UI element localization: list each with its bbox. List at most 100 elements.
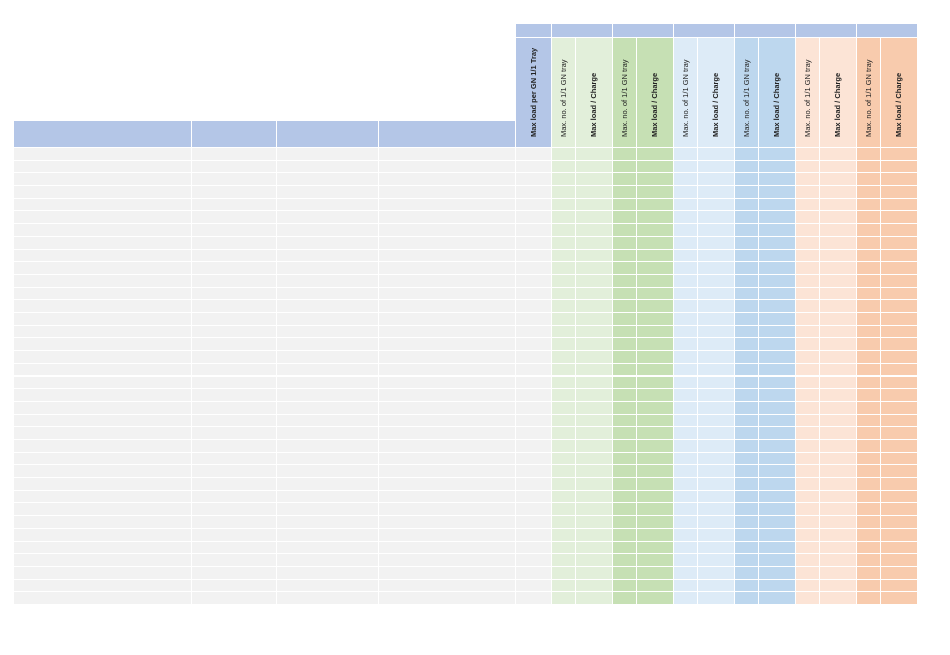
- table-cell[interactable]: [735, 160, 759, 174]
- table-cell[interactable]: [379, 427, 516, 440]
- table-cell[interactable]: [759, 224, 796, 237]
- table-cell[interactable]: [14, 236, 192, 250]
- table-cell[interactable]: [881, 363, 918, 377]
- table-cell[interactable]: [576, 490, 613, 504]
- table-cell[interactable]: [735, 249, 759, 263]
- table-cell[interactable]: [820, 198, 857, 212]
- table-cell[interactable]: [857, 274, 881, 288]
- table-cell[interactable]: [857, 389, 881, 402]
- table-cell[interactable]: [796, 414, 820, 428]
- table-cell[interactable]: [796, 376, 820, 390]
- table-cell[interactable]: [820, 516, 857, 529]
- table-cell[interactable]: [796, 478, 820, 491]
- table-cell[interactable]: [820, 566, 857, 580]
- table-cell[interactable]: [552, 173, 576, 187]
- table-cell[interactable]: [881, 490, 918, 504]
- table-cell[interactable]: [576, 236, 613, 250]
- table-cell[interactable]: [759, 401, 796, 415]
- table-cell[interactable]: [516, 224, 552, 237]
- table-cell[interactable]: [613, 173, 637, 187]
- table-cell[interactable]: [674, 313, 698, 326]
- table-cell[interactable]: [820, 173, 857, 187]
- table-cell[interactable]: [796, 363, 820, 377]
- table-cell[interactable]: [379, 249, 516, 263]
- table-cell[interactable]: [698, 503, 735, 517]
- table-cell[interactable]: [192, 401, 277, 415]
- table-cell[interactable]: [820, 325, 857, 339]
- table-cell[interactable]: [516, 148, 552, 161]
- table-cell[interactable]: [613, 439, 637, 453]
- table-cell[interactable]: [881, 465, 918, 479]
- table-cell[interactable]: [613, 274, 637, 288]
- table-cell[interactable]: [277, 236, 379, 250]
- table-cell[interactable]: [552, 262, 576, 275]
- table-cell[interactable]: [857, 287, 881, 301]
- table-cell[interactable]: [552, 249, 576, 263]
- table-cell[interactable]: [277, 376, 379, 390]
- table-cell[interactable]: [637, 478, 674, 491]
- table-cell[interactable]: [516, 313, 552, 326]
- table-cell[interactable]: [759, 541, 796, 555]
- table-cell[interactable]: [674, 287, 698, 301]
- table-cell[interactable]: [796, 148, 820, 161]
- table-cell[interactable]: [637, 148, 674, 161]
- table-cell[interactable]: [674, 148, 698, 161]
- table-cell[interactable]: [277, 566, 379, 580]
- table-cell[interactable]: [552, 389, 576, 402]
- table-cell[interactable]: [637, 566, 674, 580]
- table-cell[interactable]: [613, 186, 637, 199]
- table-cell[interactable]: [516, 325, 552, 339]
- table-cell[interactable]: [698, 478, 735, 491]
- table-cell[interactable]: [759, 439, 796, 453]
- table-cell[interactable]: [857, 401, 881, 415]
- table-cell[interactable]: [820, 274, 857, 288]
- table-cell[interactable]: [516, 287, 552, 301]
- table-cell[interactable]: [379, 465, 516, 479]
- table-cell[interactable]: [735, 401, 759, 415]
- table-cell[interactable]: [576, 274, 613, 288]
- table-cell[interactable]: [796, 287, 820, 301]
- table-cell[interactable]: [674, 376, 698, 390]
- table-cell[interactable]: [552, 198, 576, 212]
- table-cell[interactable]: [192, 566, 277, 580]
- table-cell[interactable]: [552, 236, 576, 250]
- table-cell[interactable]: [552, 338, 576, 352]
- table-cell[interactable]: [379, 503, 516, 517]
- table-cell[interactable]: [698, 554, 735, 567]
- table-cell[interactable]: [192, 338, 277, 352]
- table-cell[interactable]: [759, 389, 796, 402]
- table-cell[interactable]: [735, 389, 759, 402]
- table-cell[interactable]: [192, 211, 277, 225]
- table-cell[interactable]: [796, 160, 820, 174]
- table-cell[interactable]: [881, 439, 918, 453]
- table-cell[interactable]: [192, 503, 277, 517]
- table-cell[interactable]: [552, 427, 576, 440]
- table-cell[interactable]: [759, 325, 796, 339]
- table-cell[interactable]: [796, 427, 820, 440]
- table-cell[interactable]: [637, 389, 674, 402]
- table-cell[interactable]: [759, 262, 796, 275]
- table-cell[interactable]: [192, 198, 277, 212]
- table-cell[interactable]: [516, 236, 552, 250]
- table-cell[interactable]: [576, 351, 613, 364]
- table-cell[interactable]: [735, 274, 759, 288]
- table-cell[interactable]: [277, 338, 379, 352]
- table-cell[interactable]: [698, 490, 735, 504]
- table-cell[interactable]: [796, 325, 820, 339]
- table-cell[interactable]: [759, 528, 796, 542]
- table-cell[interactable]: [516, 363, 552, 377]
- table-cell[interactable]: [613, 452, 637, 466]
- table-cell[interactable]: [796, 465, 820, 479]
- table-cell[interactable]: [613, 414, 637, 428]
- table-cell[interactable]: [637, 528, 674, 542]
- table-cell[interactable]: [735, 262, 759, 275]
- table-cell[interactable]: [674, 236, 698, 250]
- table-cell[interactable]: [277, 287, 379, 301]
- table-cell[interactable]: [674, 566, 698, 580]
- table-cell[interactable]: [552, 528, 576, 542]
- table-cell[interactable]: [552, 414, 576, 428]
- table-cell[interactable]: [14, 351, 192, 364]
- table-cell[interactable]: [637, 160, 674, 174]
- table-cell[interactable]: [613, 528, 637, 542]
- table-cell[interactable]: [735, 338, 759, 352]
